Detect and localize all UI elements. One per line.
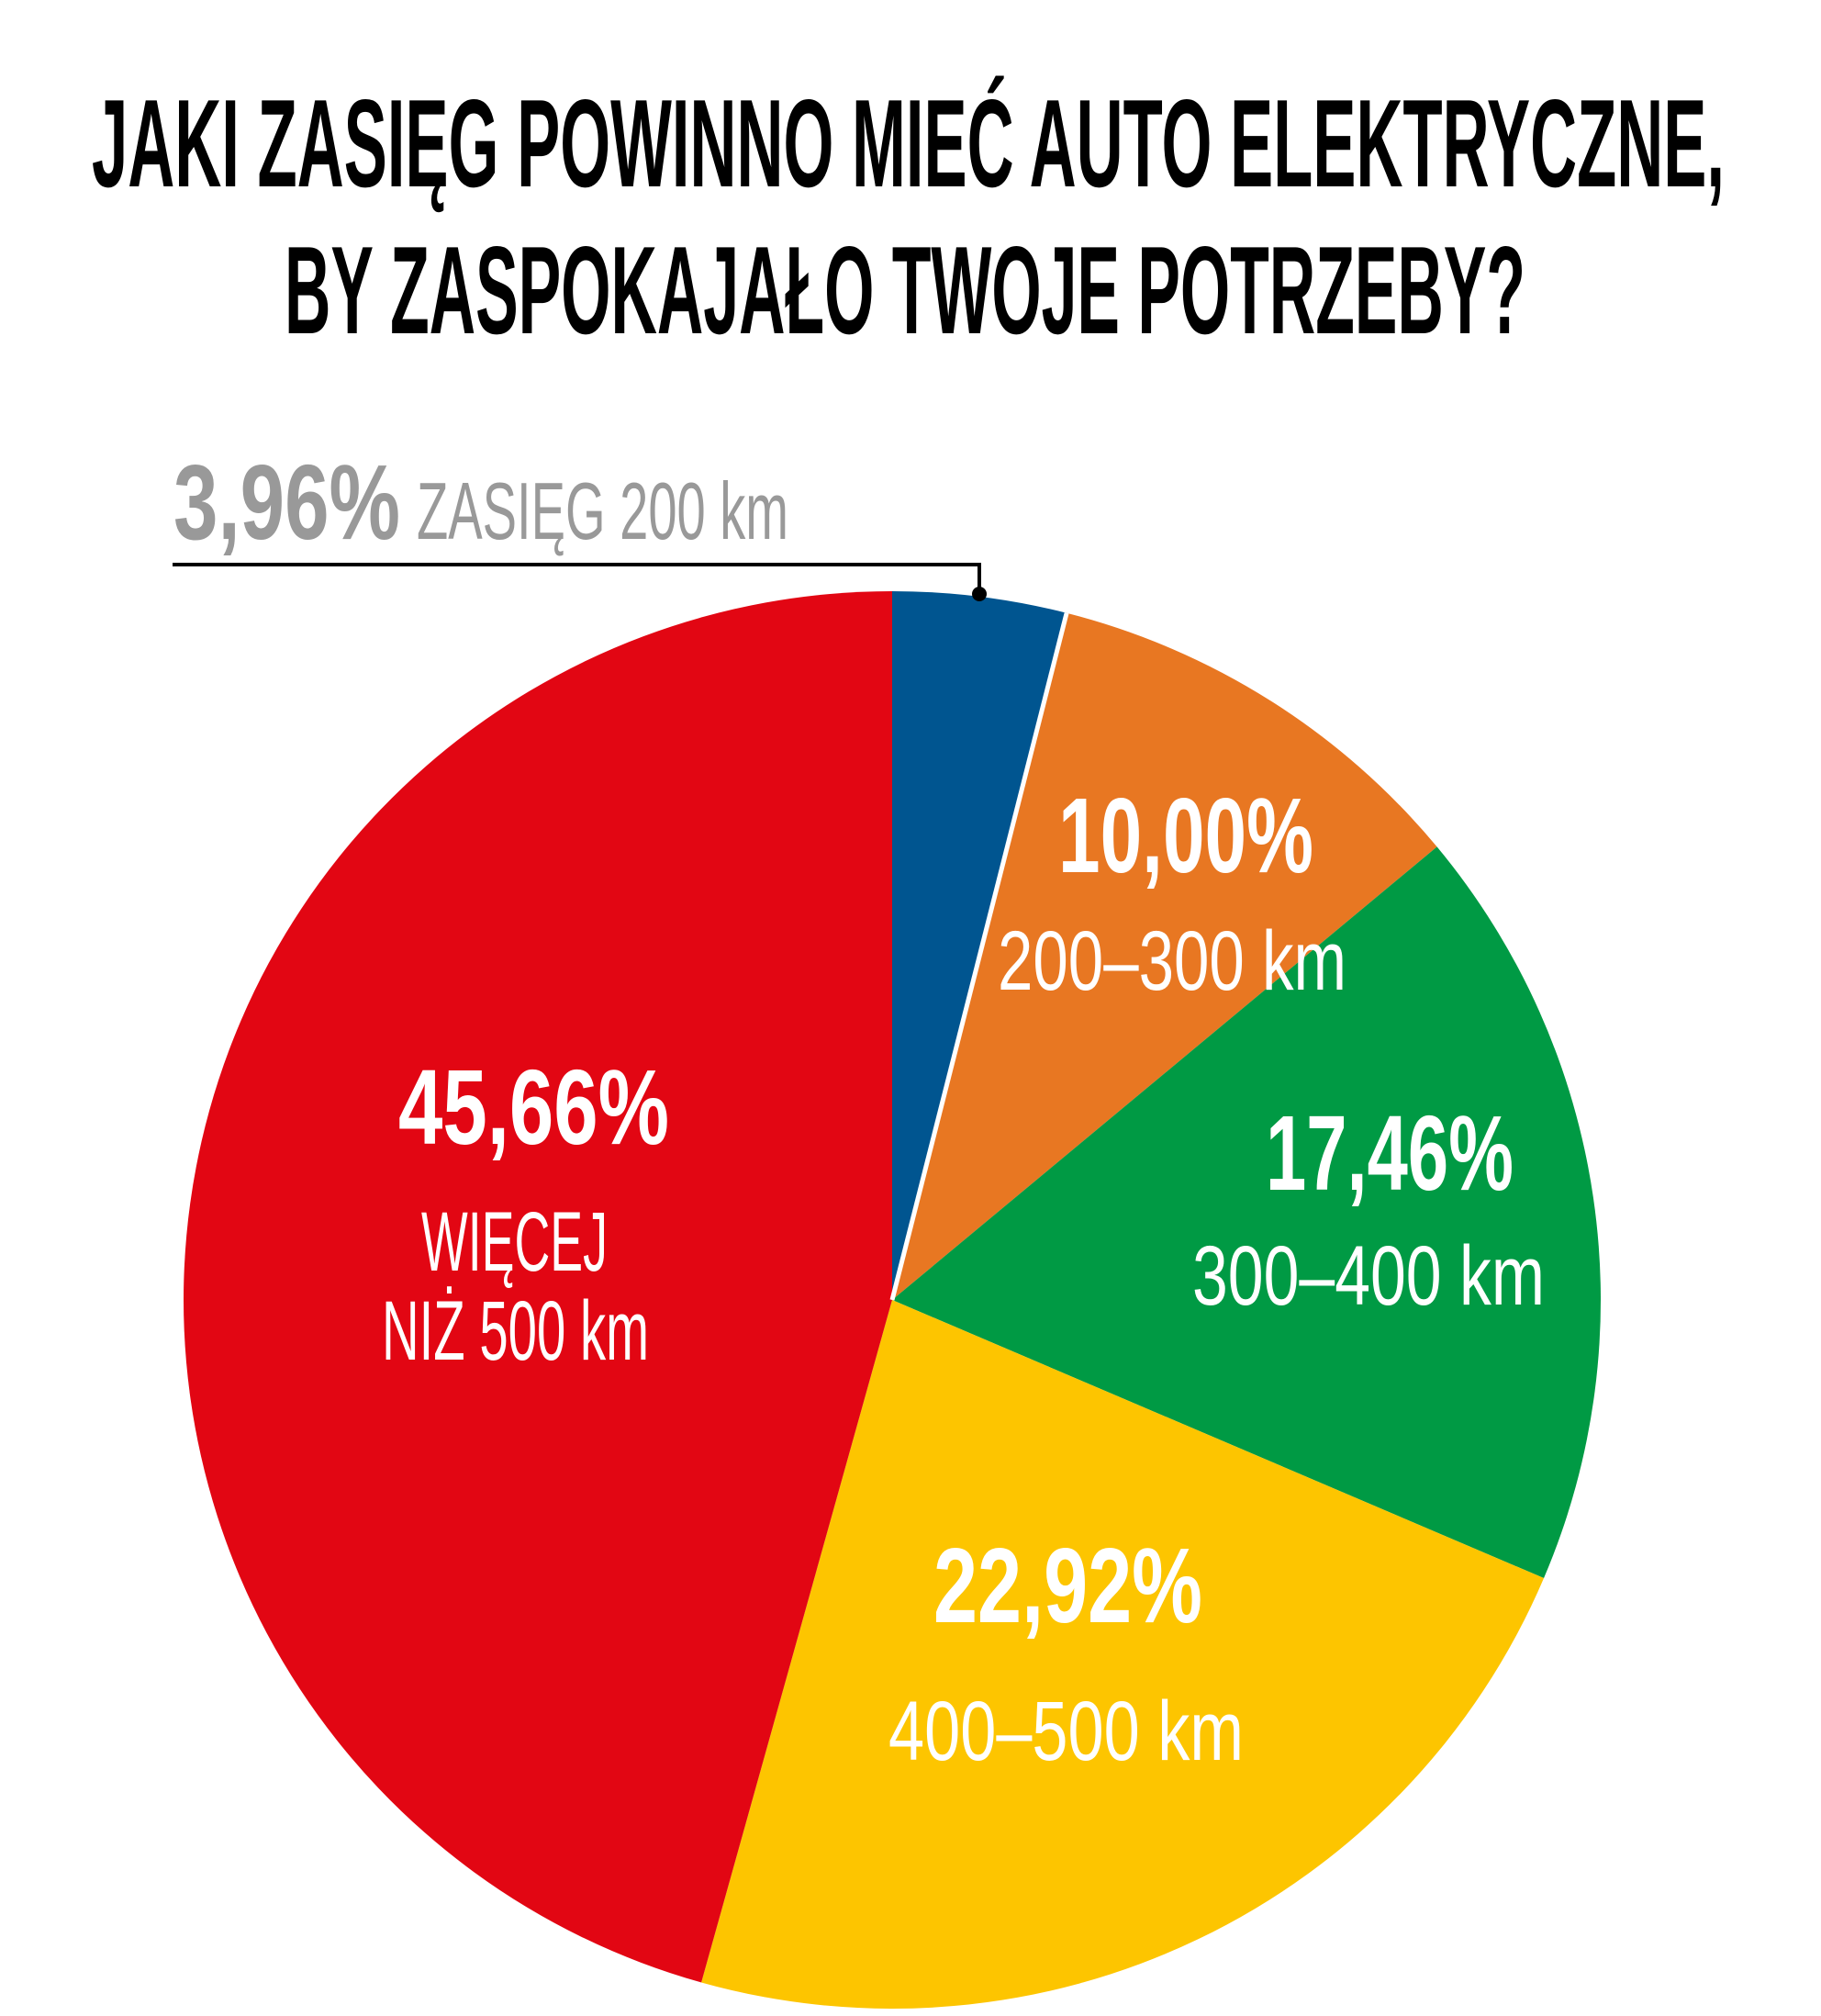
pie-slice-3 — [701, 1300, 1545, 2009]
slice-category-label-4-line-1: WIĘCEJ — [421, 1195, 608, 1289]
slice-value-label-0: 3,96% — [173, 442, 400, 562]
chart-title-line-1: JAKI ZASIĘG POWINNO MIEĆ AUTO ELEKTRYCZN… — [92, 73, 1725, 213]
slice-category-label-3: 400–500 km — [888, 1685, 1244, 1778]
slice-value-label-4: 45,66% — [398, 1047, 669, 1167]
pie-slice-1 — [892, 612, 1437, 1300]
callout-dot — [972, 587, 987, 601]
slice-category-label-0: ZASIĘG 200 km — [417, 465, 788, 556]
pie-slice-4 — [184, 591, 892, 1983]
slice-value-label-2: 17,46% — [1266, 1093, 1514, 1213]
slice-category-label-1: 200–300 km — [998, 914, 1346, 1008]
slice-separator — [889, 612, 1069, 1301]
slice-category-label-2: 300–400 km — [1192, 1229, 1545, 1323]
pie-slices — [184, 591, 1601, 2009]
callout-leader-line — [173, 563, 981, 593]
slice-category-label-4-line-2: NIŻ 500 km — [382, 1284, 649, 1378]
slice-value-label-3: 22,92% — [933, 1526, 1202, 1645]
pie-slice-2 — [892, 846, 1601, 1579]
slice-value-label-1: 10,00% — [1058, 776, 1313, 895]
chart-title-line-2: BY ZASPOKAJAŁO TWOJE POTRZEBY? — [285, 220, 1525, 360]
